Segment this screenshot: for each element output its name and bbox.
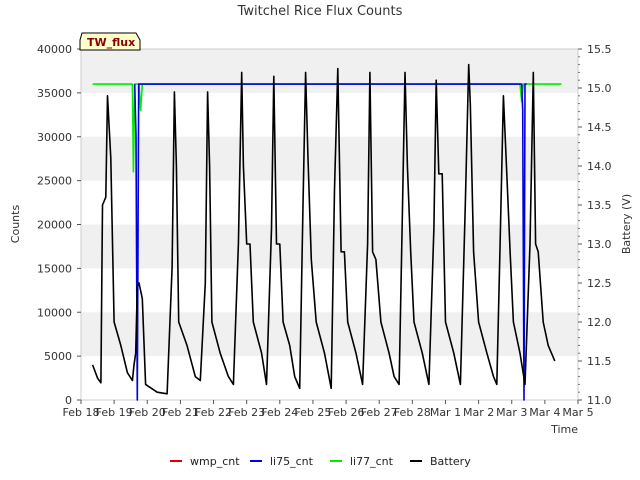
background-bands [81,49,578,357]
y2-tick-label: 11.5 [587,355,612,368]
y2-tick-label: 15.0 [587,82,612,95]
x-tick-label: Mar 5 [562,406,593,419]
x-tick-label: Feb 19 [96,406,133,419]
y-tick-label: 10000 [37,306,72,319]
y-tick-label: 35000 [37,87,72,100]
x-tick-label: Feb 27 [361,406,398,419]
x-tick-label: Feb 20 [129,406,166,419]
y-tick-label: 20000 [37,219,72,232]
y2-tick-label: 14.5 [587,121,612,134]
y2-tick-label: 11.0 [587,394,612,407]
series-layer [91,63,562,401]
legend-label: wmp_cnt [190,455,240,468]
y-tick-label: 40000 [37,43,72,56]
series-line-li75_cnt [133,83,527,401]
y2-tick-label: 13.5 [587,199,612,212]
x-tick-label: Feb 18 [63,406,100,419]
x-tick-label: Mar 3 [496,406,527,419]
chart-title: Twitchel Rice Flux Counts [237,4,403,19]
x-tick-label: Mar 1 [430,406,461,419]
y-tick-label: 5000 [44,350,72,363]
y2-tick-label: 15.5 [587,43,612,56]
x-tick-label: Mar 2 [463,406,494,419]
y-axis-ticks: 0 5000 10000 15000 20000 25000 30000 35000 40000 [37,43,81,407]
x-tick-label: Feb 21 [162,406,199,419]
y-axis-label: Counts [9,205,22,244]
y2-axis-ticks: 11.0 11.5 12.0 12.5 13.0 13.5 14.0 14.5 15.0 15.5 [578,43,612,407]
x-tick-label: Feb 22 [195,406,232,419]
y2-tick-label: 13.0 [587,238,612,251]
x-axis-label: Time [550,423,578,436]
y2-axis-label: Battery (V) [620,194,633,254]
y2-tick-label: 14.0 [587,160,612,173]
y-tick-label: 15000 [37,262,72,275]
x-tick-label: Feb 24 [261,406,298,419]
legend: wmp_cnt li75_cnt li77_cnt Battery [170,455,471,468]
legend-label: li77_cnt [350,455,394,468]
background-band [81,136,578,181]
x-tick-label: Feb 28 [394,406,431,419]
background-band [81,49,578,93]
y-tick-label: 25000 [37,175,72,188]
annotation-tag: TW_flux [79,32,141,51]
background-band [81,224,578,269]
x-tick-label: Feb 26 [328,406,365,419]
y2-tick-label: 12.5 [587,277,612,290]
legend-label: Battery [430,455,471,468]
x-tick-label: Feb 23 [228,406,265,419]
x-tick-label: Feb 25 [294,406,331,419]
series-line-Battery [91,63,556,395]
y-tick-label: 0 [65,394,72,407]
background-band [81,312,578,357]
annotation-text: TW_flux [87,36,135,49]
y2-tick-label: 12.0 [587,316,612,329]
legend-label: li75_cnt [270,455,314,468]
x-tick-label: Mar 4 [529,406,560,419]
y-tick-label: 30000 [37,131,72,144]
